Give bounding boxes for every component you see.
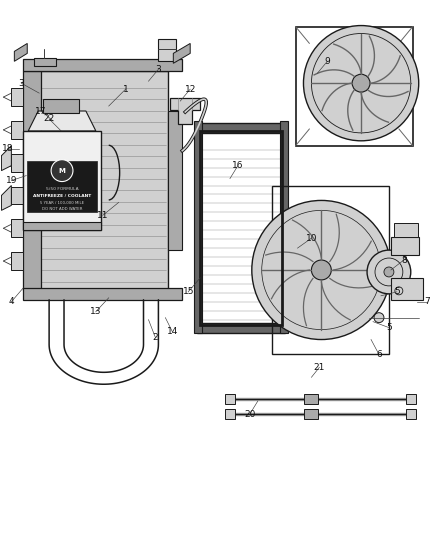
Bar xyxy=(11,88,23,106)
Text: 22: 22 xyxy=(43,115,55,124)
Bar xyxy=(27,160,97,212)
Text: 1: 1 xyxy=(123,85,128,94)
Bar xyxy=(168,111,182,250)
Bar xyxy=(23,222,101,230)
Bar xyxy=(394,223,418,237)
Bar xyxy=(11,187,23,204)
Bar xyxy=(23,59,182,71)
Bar xyxy=(34,58,56,66)
Bar xyxy=(406,409,416,419)
Text: 15: 15 xyxy=(183,287,194,296)
Polygon shape xyxy=(23,131,101,230)
Text: M: M xyxy=(59,167,65,174)
Text: 11: 11 xyxy=(97,211,109,220)
Text: ANTIFREEZE / COOLANT: ANTIFREEZE / COOLANT xyxy=(33,195,91,198)
Text: 9: 9 xyxy=(325,57,330,66)
Bar xyxy=(225,394,235,404)
Bar xyxy=(304,394,318,404)
Bar xyxy=(23,288,182,300)
Bar xyxy=(272,185,389,354)
Bar xyxy=(11,219,23,237)
Polygon shape xyxy=(1,185,11,211)
Text: 6: 6 xyxy=(376,350,382,359)
Polygon shape xyxy=(28,111,96,131)
Circle shape xyxy=(304,26,419,141)
Bar xyxy=(391,237,419,255)
Text: 7: 7 xyxy=(424,297,430,306)
Text: 5 YEAR / 100,000 MILE: 5 YEAR / 100,000 MILE xyxy=(40,201,84,205)
Text: 16: 16 xyxy=(232,161,244,170)
Text: 19: 19 xyxy=(6,176,17,185)
Bar xyxy=(279,121,288,333)
Text: 5/50 FORMULA: 5/50 FORMULA xyxy=(46,187,78,190)
Text: 14: 14 xyxy=(166,327,178,336)
Bar xyxy=(39,71,168,290)
Bar xyxy=(23,71,41,290)
Text: 17: 17 xyxy=(35,107,47,116)
Text: 2: 2 xyxy=(152,333,158,342)
Text: 10: 10 xyxy=(306,233,317,243)
Bar xyxy=(406,394,416,404)
Bar xyxy=(200,131,282,325)
Bar xyxy=(11,121,23,139)
Text: 13: 13 xyxy=(90,307,102,316)
Text: 5: 5 xyxy=(394,287,400,296)
Circle shape xyxy=(252,200,391,340)
Bar xyxy=(11,154,23,172)
Circle shape xyxy=(374,313,384,322)
Text: DO NOT ADD WATER: DO NOT ADD WATER xyxy=(42,207,82,212)
Bar xyxy=(197,322,285,333)
Polygon shape xyxy=(14,44,27,61)
Text: 4: 4 xyxy=(9,297,14,306)
Bar xyxy=(225,409,235,419)
Circle shape xyxy=(367,250,411,294)
Circle shape xyxy=(311,260,331,280)
Bar xyxy=(197,123,285,133)
Text: 5: 5 xyxy=(386,323,392,332)
Bar xyxy=(304,409,318,419)
Text: 3: 3 xyxy=(155,65,161,74)
Bar xyxy=(43,99,79,113)
Polygon shape xyxy=(1,146,11,171)
Bar xyxy=(194,121,202,333)
Text: 8: 8 xyxy=(401,255,407,264)
Bar xyxy=(391,278,423,300)
Circle shape xyxy=(51,160,73,182)
Polygon shape xyxy=(173,44,190,63)
Circle shape xyxy=(352,74,370,92)
Polygon shape xyxy=(170,98,200,124)
Circle shape xyxy=(384,267,394,277)
Text: 18: 18 xyxy=(2,144,13,154)
Text: 12: 12 xyxy=(184,85,196,94)
Text: 20: 20 xyxy=(244,409,255,418)
Bar xyxy=(159,39,176,61)
Bar xyxy=(11,252,23,270)
Bar xyxy=(296,27,413,146)
Text: 21: 21 xyxy=(314,363,325,372)
Text: 3: 3 xyxy=(18,79,24,88)
